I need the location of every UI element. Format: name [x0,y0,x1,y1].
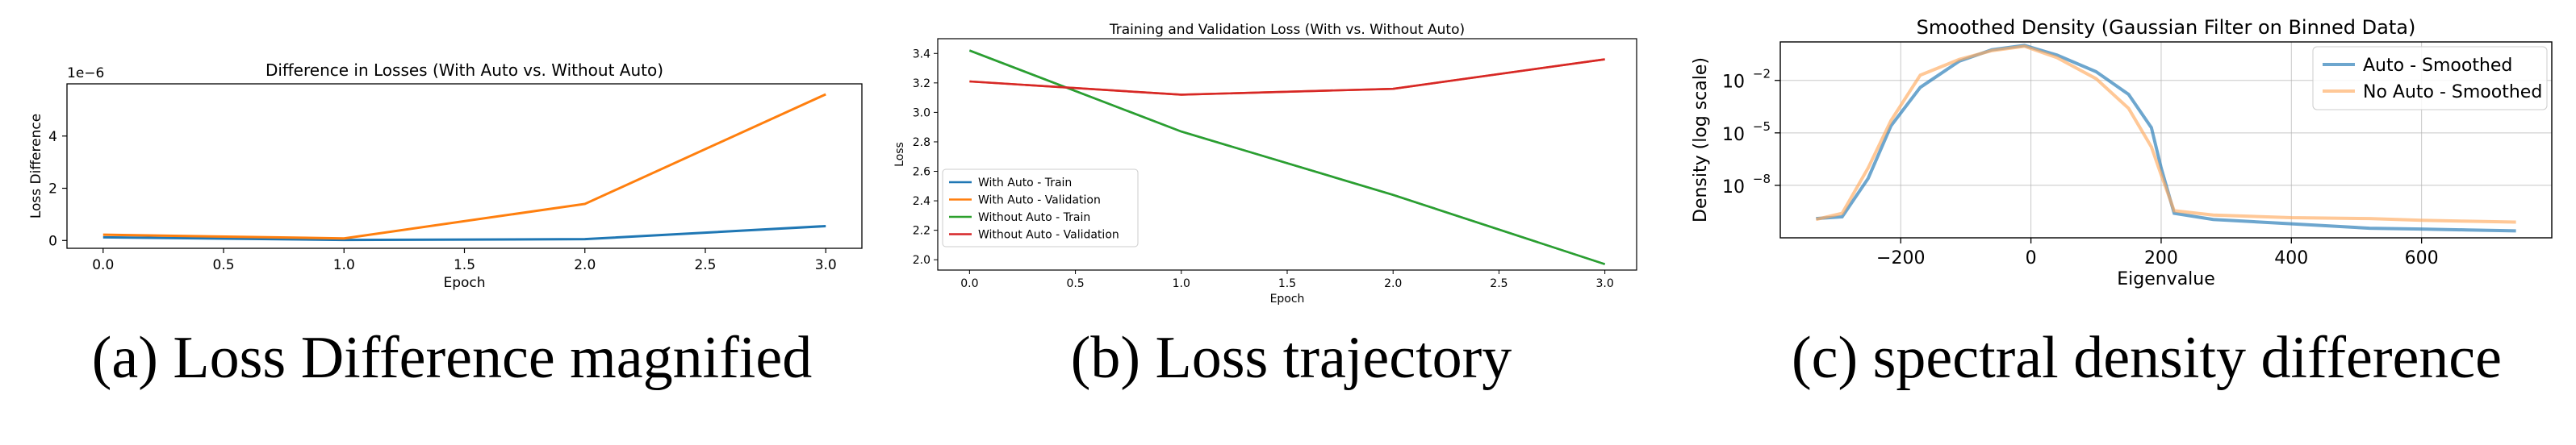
y-tick-exponent: −2 [1753,67,1771,81]
y-tick-label: 3.0 [913,106,930,119]
series-line-0 [1816,44,2516,233]
y-offset-label: 1e−6 [67,65,104,81]
x-axis-label: Epoch [443,275,485,291]
y-axis-label: Loss [893,142,906,167]
y-tick-label: 0 [48,233,57,249]
x-tick-label: 600 [2405,248,2439,268]
x-tick-label: 1.5 [1278,277,1296,290]
legend-label: Auto - Smoothed [2363,56,2512,76]
series-line-3 [969,58,1605,96]
y-tick-label: 2.4 [913,195,930,208]
x-tick-label: 3.0 [815,257,837,273]
caption-a: (a) Loss Difference magnified [91,325,813,391]
series-line-1 [969,58,1605,96]
series-line-0 [102,224,826,242]
x-tick-label: 0.5 [212,257,234,273]
legend-label: Without Auto - Train [978,211,1090,224]
x-tick-label: 0 [2026,248,2037,268]
loss-difference-chart: 0.0 0.5 1.0 1.5 2.0 2.5 3.0 0 2 4 1e−6 Difference i… [28,60,863,291]
plot-frame [66,83,863,249]
y-axis-label: Density (log scale) [1691,57,1711,222]
series-line-2 [968,49,1606,265]
x-tick-label: 1.0 [1173,277,1190,290]
y-tick-label: 10 [1722,125,1745,145]
legend-label: No Auto - Smoothed [2363,82,2542,102]
x-tick-label: 0.0 [92,257,114,273]
y-tick-label: 2.2 [913,225,930,238]
plot-frame [1779,41,2553,239]
spectral-density-chart: −200 0 200 400 600 10 −8 10 −5 10 −2 Smoothed Densi… [1691,16,2553,289]
caption-c: (c) spectral density difference [1791,325,2502,391]
series-line-1 [102,93,826,240]
legend-label: With Auto - Validation [978,194,1101,207]
legend-label: With Auto - Train [978,177,1072,189]
y-tick-label: 2.8 [913,136,930,149]
loss-trajectory-chart: 0.0 0.5 1.0 1.5 2.0 2.5 3.0 2.0 2.2 2.4 2.6 2.8 3.0 3… [893,22,1637,306]
x-tick-label: 0.5 [1066,277,1084,290]
x-tick-label: 2.0 [1384,277,1402,290]
x-tick-label: 2.5 [1490,277,1508,290]
x-tick-label: 3.0 [1596,277,1614,290]
y-tick-label: 3.4 [913,48,930,60]
y-tick-exponent: −8 [1753,172,1771,186]
x-axis-label: Eigenvalue [2117,269,2215,289]
chart-title: Training and Validation Loss (With vs. W… [1109,22,1465,38]
legend-label: Without Auto - Validation [978,229,1119,242]
x-axis-label: Epoch [1270,293,1305,306]
y-tick-label: 10 [1722,177,1745,198]
y-tick-label: 2.6 [913,166,930,179]
x-tick-label: 2.5 [694,257,716,273]
x-tick-label: 200 [2144,248,2178,268]
x-tick-label: 1.5 [454,257,475,273]
x-tick-label: −200 [1876,248,1925,268]
legend-box [2312,46,2548,110]
legend-box [942,168,1139,247]
series-line-1 [1815,44,2516,224]
chart-title: Smoothed Density (Gaussian Filter on Bin… [1917,16,2416,39]
y-tick-label: 2.0 [913,254,930,267]
y-axis-label: Loss Difference [28,114,44,218]
caption-b: (b) Loss trajectory [1070,325,1512,391]
x-tick-label: 0.0 [960,277,978,290]
y-tick-label: 4 [48,129,57,145]
y-tick-label: 10 [1722,73,1745,93]
chart-title: Difference in Losses (With Auto vs. With… [266,60,663,80]
x-tick-label: 400 [2274,248,2308,268]
y-tick-label: 3.2 [913,77,930,90]
y-tick-exponent: −5 [1753,119,1771,134]
x-tick-label: 2.0 [574,257,596,273]
x-tick-label: 1.0 [333,257,355,273]
y-tick-label: 2 [48,181,57,198]
